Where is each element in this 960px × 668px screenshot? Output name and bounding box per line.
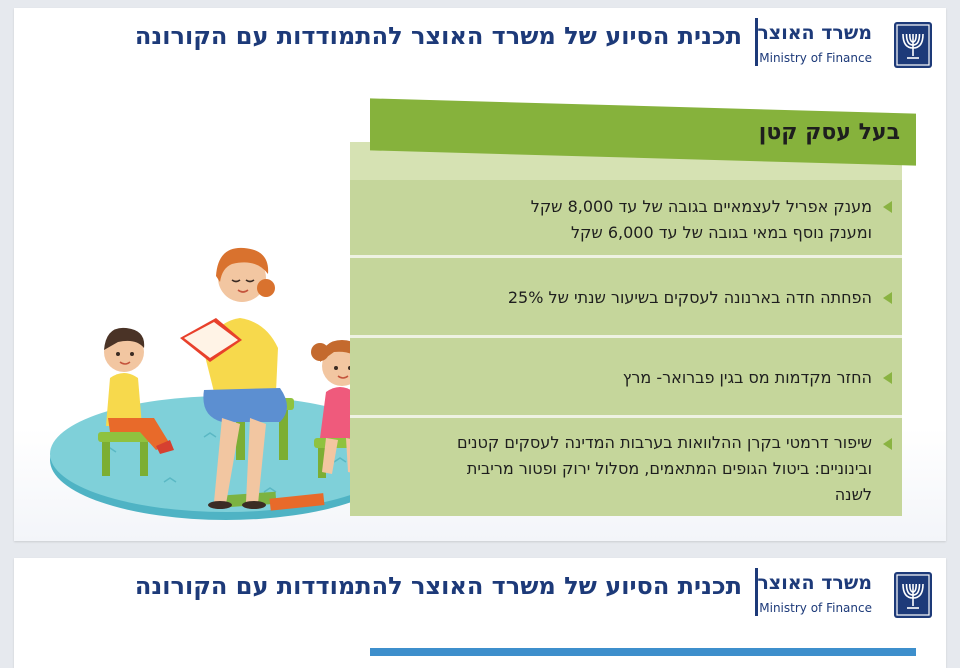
item-line: ובינוניים: ביטול הגופים המתאמים, מסלול י… [466, 459, 872, 478]
page-title: תכנית הסיוע של משרד האוצר להתמודדות עם ה… [134, 22, 742, 50]
ministry-name-english: Ministry of Finance [759, 601, 872, 615]
triangle-bullet-icon [883, 438, 892, 450]
list-item: שיפור דרמטי בקרן ההלוואות בערבות המדינה … [350, 418, 902, 516]
page-title: תכנית הסיוע של משרד האוצר להתמודדות עם ה… [134, 572, 742, 600]
item-line: החזר מקדמות מס בגין פברואר- מרץ [622, 368, 872, 387]
ministry-name-english: Ministry of Finance [759, 51, 872, 65]
triangle-bullet-icon [883, 201, 892, 213]
menorah-emblem-icon [894, 22, 932, 68]
item-line: הפחתה חדה בארנונה לעסקים בשיעור שנתי של … [507, 288, 872, 307]
item-line: מענק אפריל לעצמאיים בגובה של עד 8,000 שק… [530, 197, 872, 216]
list-item: מענק אפריל לעצמאיים בגובה של עד 8,000 שק… [350, 180, 902, 258]
triangle-bullet-icon [883, 292, 892, 304]
item-line: שיפור דרמטי בקרן ההלוואות בערבות המדינה … [456, 433, 872, 452]
ministry-logo: משרד האוצר Ministry of Finance [742, 568, 932, 626]
info-card: משרד האוצר Ministry of Finance תכנית הסי… [14, 558, 946, 668]
ministry-name-hebrew: משרד האוצר [757, 572, 872, 594]
panel-heading: בעל עסק קטן [758, 120, 900, 145]
item-line: ומענק נוסף במאי בגובה של עד 6,000 שקל [570, 223, 872, 242]
menorah-emblem-icon [894, 572, 932, 618]
header-divider [755, 18, 758, 66]
header-divider [755, 568, 758, 616]
list-item: החזר מקדמות מס בגין פברואר- מרץ [350, 338, 902, 418]
ministry-name-hebrew: משרד האוצר [757, 22, 872, 44]
item-line: לשנה [834, 485, 872, 504]
list-item: הפחתה חדה בארנונה לעסקים בשיעור שנתי של … [350, 258, 902, 338]
triangle-bullet-icon [883, 372, 892, 384]
panel-heading-banner [370, 648, 916, 656]
ministry-logo: משרד האוצר Ministry of Finance [742, 18, 932, 76]
info-card: משרד האוצר Ministry of Finance תכנית הסי… [14, 8, 946, 541]
reading-story-illustration [50, 247, 402, 520]
